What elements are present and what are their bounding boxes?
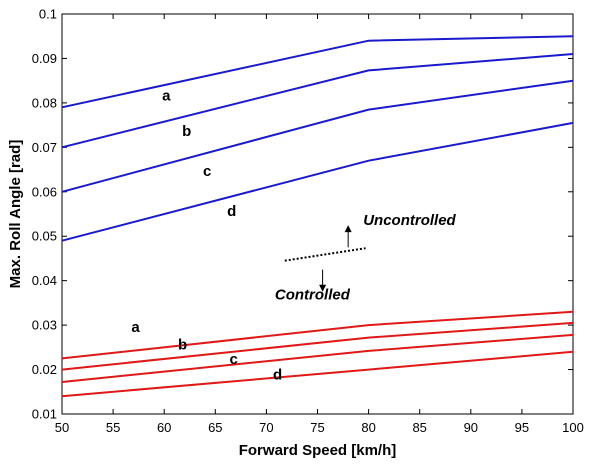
y-tick-label: 0.04 <box>32 273 57 288</box>
y-tick-label: 0.07 <box>32 140 57 155</box>
x-tick-label: 50 <box>55 420 69 435</box>
x-axis-title: Forward Speed [km/h] <box>239 442 397 459</box>
x-tick-label: 100 <box>562 420 584 435</box>
x-tick-label: 85 <box>412 420 426 435</box>
curve-label-a: a <box>131 319 140 336</box>
curve-label-d: d <box>227 203 236 220</box>
x-tick-label: 90 <box>464 420 478 435</box>
curve-labels: a b c d a b c d <box>131 88 282 384</box>
y-tick-label: 0.06 <box>32 184 57 199</box>
x-tick-label: 95 <box>515 420 529 435</box>
y-tick-label: 0.05 <box>32 229 57 244</box>
y-tick-label: 0.02 <box>32 362 57 377</box>
curve-label-d: d <box>273 366 282 383</box>
curve-label-c: c <box>203 163 211 180</box>
y-tick-label: 0.08 <box>32 95 57 110</box>
plot-area <box>61 13 574 415</box>
series-line-controlled-d <box>61 350 574 398</box>
curve-label-b: b <box>178 337 187 354</box>
series-line-controlled-c <box>61 333 574 383</box>
controlled-label: Controlled <box>275 286 351 303</box>
annotations: Uncontrolled Controlled <box>275 212 457 303</box>
curve-label-b: b <box>182 123 191 140</box>
series-line-uncontrolled-b <box>61 53 574 149</box>
arrow-up-head <box>344 225 352 233</box>
curve-label-c: c <box>230 351 238 368</box>
y-axis-title: Max. Roll Angle [rad] <box>7 140 24 289</box>
divider-dotted-line <box>284 247 366 262</box>
y-tick-label: 0.01 <box>32 407 57 422</box>
series-lines <box>61 35 574 398</box>
series-line-uncontrolled-a <box>61 35 574 109</box>
curve-label-a: a <box>162 88 171 105</box>
x-tick-label: 55 <box>106 420 120 435</box>
y-tick-label: 0.03 <box>32 318 57 333</box>
x-tick-label: 60 <box>157 420 171 435</box>
series-line-controlled-a <box>61 310 574 360</box>
series-line-uncontrolled-d <box>61 121 574 242</box>
x-tick-label: 80 <box>361 420 375 435</box>
y-tick-label: 0.1 <box>39 7 57 22</box>
x-tick-label: 75 <box>310 420 324 435</box>
x-tick-label: 70 <box>259 420 273 435</box>
x-tick-label: 65 <box>208 420 222 435</box>
axis-ticks: 50 55 60 65 70 75 80 85 90 95 100 0.01 0.02 0.03 0.04 0… <box>32 7 584 436</box>
arrow-down-head <box>319 284 327 292</box>
series-line-controlled-b <box>61 321 574 371</box>
y-tick-label: 0.09 <box>32 51 57 66</box>
uncontrolled-label: Uncontrolled <box>363 212 456 229</box>
series-line-uncontrolled-c <box>61 79 574 193</box>
